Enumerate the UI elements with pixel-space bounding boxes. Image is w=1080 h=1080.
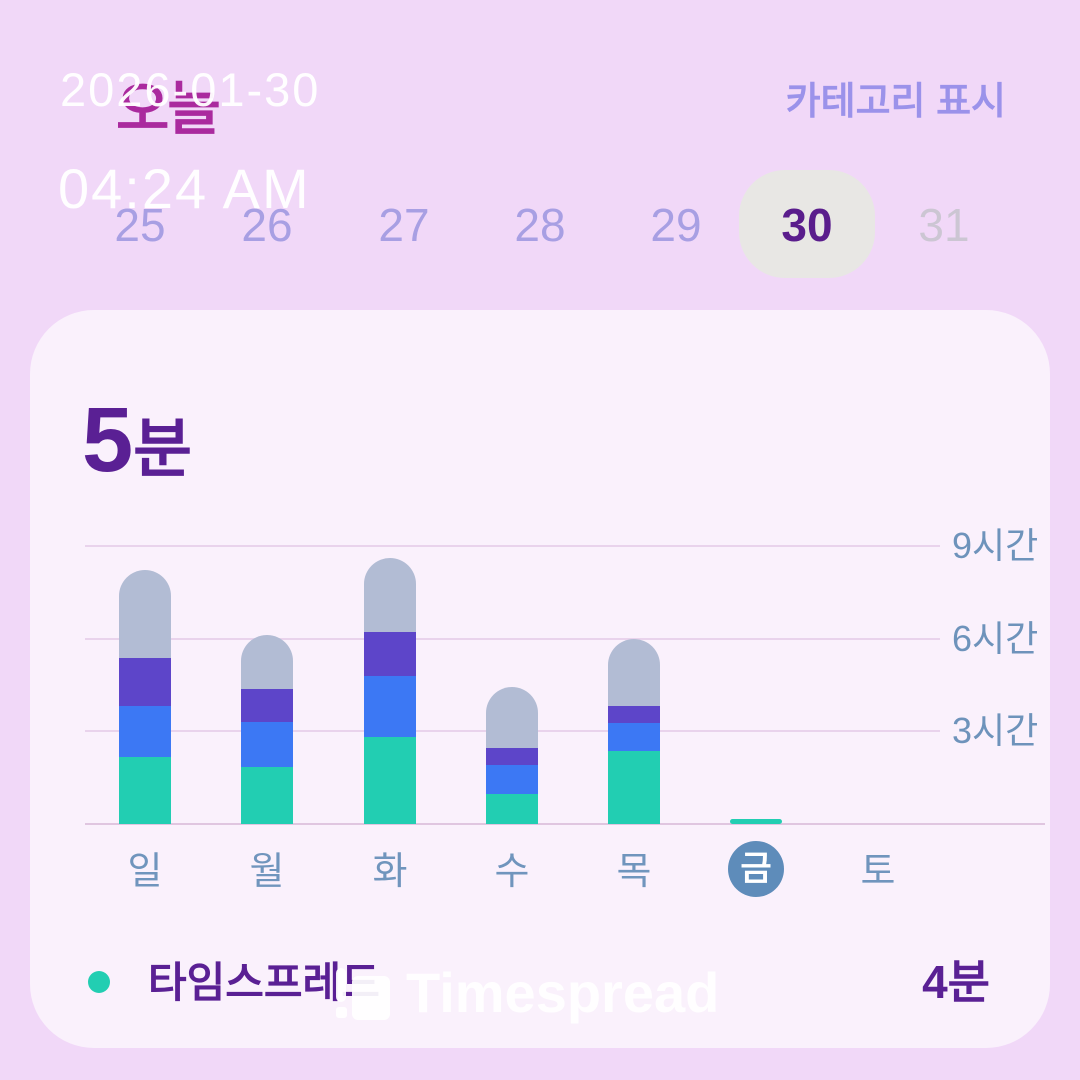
y-axis-tick-label: 6시간 — [952, 617, 1039, 659]
legend-value: 4분 — [922, 956, 990, 1008]
watermark-text: Timespread — [406, 961, 720, 1024]
date-strip-day-31[interactable]: 31 — [918, 199, 970, 251]
timespread-logo-icon — [336, 966, 390, 1020]
page-title-obscured: 오늘 — [116, 77, 221, 142]
gridline-6h — [85, 637, 940, 640]
bar-segment — [364, 558, 416, 633]
recording-overlay-date: 2026-01-30 — [60, 63, 321, 116]
date-strip-day-30[interactable]: 30 — [781, 199, 833, 251]
day-label-월[interactable]: 월 — [249, 851, 285, 893]
bar-segment — [119, 570, 171, 659]
category-display-button[interactable]: 카테고리 표시 — [786, 70, 1006, 125]
legend-color-dot — [88, 971, 110, 993]
bar-segment — [241, 688, 293, 723]
bar-segment — [608, 638, 660, 706]
stats-card — [30, 310, 1050, 1048]
y-axis-tick-label: 9시간 — [952, 524, 1039, 566]
recording-overlay-time: 04:24 AM — [58, 157, 311, 220]
date-strip-day-27[interactable]: 27 — [378, 199, 430, 251]
gridline-9h — [85, 544, 940, 547]
day-label-일[interactable]: 일 — [127, 851, 163, 893]
bar-segment — [486, 764, 538, 794]
day-label-토[interactable]: 토 — [860, 851, 896, 893]
selected-date-highlight — [739, 170, 875, 278]
day-label-화[interactable]: 화 — [372, 851, 408, 893]
bar-segment — [608, 705, 660, 723]
day-label-금[interactable]: 금 — [728, 841, 784, 897]
bar-segment — [730, 819, 782, 824]
bar-segment — [119, 705, 171, 757]
total-time-summary: 5분 — [82, 388, 192, 493]
x-axis-line — [85, 823, 1045, 825]
day-label-목[interactable]: 목 — [616, 851, 652, 893]
bar-segment — [608, 751, 660, 824]
bar-segment — [241, 767, 293, 824]
day-label-수[interactable]: 수 — [494, 851, 530, 893]
date-strip-day-29[interactable]: 29 — [650, 199, 702, 251]
bar-segment — [119, 658, 171, 706]
bar-segment — [486, 687, 538, 748]
date-strip-day-25[interactable]: 25 — [114, 199, 166, 251]
bar-segment — [364, 736, 416, 824]
date-strip-day-26[interactable]: 26 — [241, 199, 293, 251]
watermark: Timespread — [336, 960, 719, 1025]
bar-segment — [119, 756, 171, 824]
bar-segment — [364, 675, 416, 737]
bar-segment — [608, 722, 660, 752]
bar-segment — [241, 722, 293, 768]
date-strip-day-28[interactable]: 28 — [514, 199, 566, 251]
total-time-unit: 분 — [133, 413, 193, 485]
bar-segment — [486, 794, 538, 824]
bar-segment — [486, 747, 538, 765]
bar-segment — [364, 632, 416, 676]
y-axis-tick-label: 3시간 — [952, 710, 1039, 752]
bar-segment — [241, 634, 293, 689]
total-time-value: 5 — [82, 389, 134, 491]
